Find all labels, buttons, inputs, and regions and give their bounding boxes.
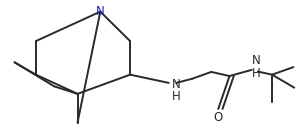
Text: H: H [252,67,260,80]
Text: N: N [252,55,260,67]
Text: N: N [172,79,181,91]
Text: H: H [172,90,181,103]
Text: O: O [214,111,223,124]
Text: N: N [96,5,105,18]
